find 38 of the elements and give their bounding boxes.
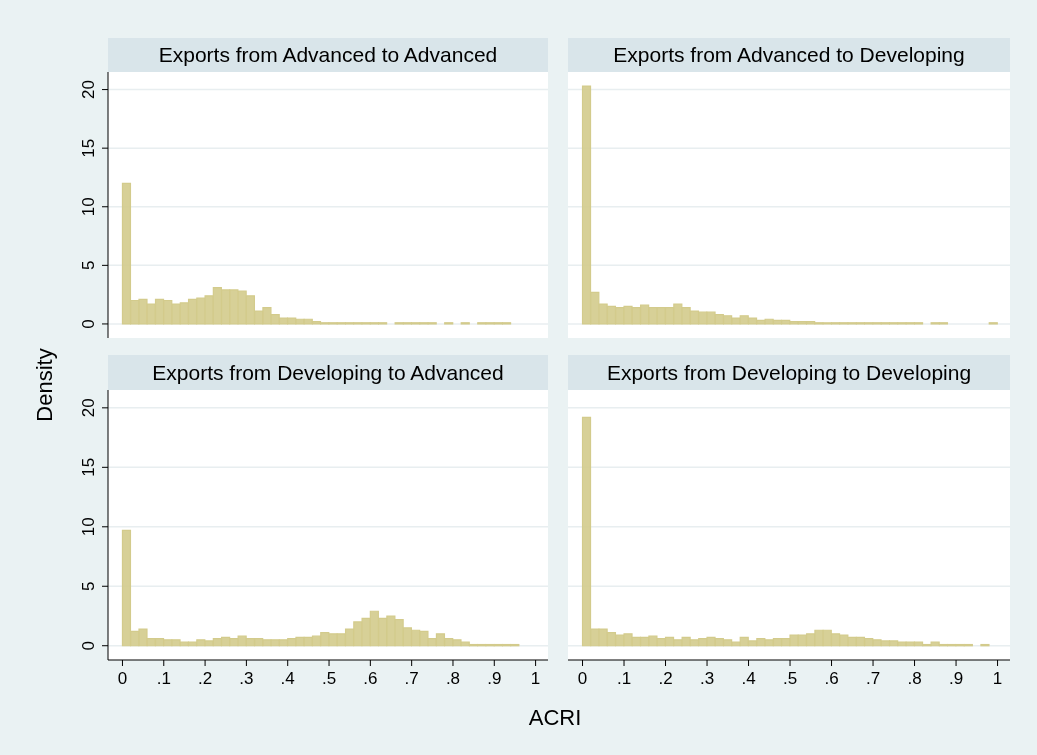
x-tick-label: .7 [865, 669, 881, 688]
x-tick-label: .8 [907, 669, 922, 688]
y-tick-label: 20 [79, 80, 98, 100]
x-tick-label: 0 [577, 669, 588, 688]
x-tick-label: .4 [280, 669, 295, 688]
x-tick-label: .9 [487, 669, 502, 688]
x-tick-label: .6 [824, 669, 839, 688]
x-tick-label: 0 [117, 669, 128, 688]
x-tick-label: 1 [530, 669, 541, 688]
y-tick-label: 10 [79, 197, 98, 217]
x-tick-label: .3 [699, 669, 715, 688]
chart-title: Exports from Developing to Developing [568, 355, 1010, 390]
y-tick-label: 0 [79, 319, 98, 329]
y-axis-title: Density [32, 348, 58, 422]
y-tick-label: 5 [79, 581, 98, 591]
y-tick-label: 5 [79, 260, 98, 271]
x-tick-label: .2 [658, 669, 673, 688]
x-tick-label: .8 [445, 669, 461, 688]
x-axis-title: ACRI [528, 705, 582, 731]
x-tick-label: .1 [616, 669, 632, 688]
x-tick-label: .1 [156, 669, 171, 688]
x-tick-label: .4 [741, 669, 756, 688]
x-tick-label: .5 [782, 669, 798, 688]
x-tick-label: .5 [321, 669, 337, 688]
y-tick-label: 15 [79, 138, 98, 158]
y-tick-label: 0 [79, 640, 98, 651]
chart-title: Exports from Advanced to Advanced [108, 38, 548, 72]
x-tick-label: .2 [198, 669, 213, 688]
x-tick-label: 1 [992, 669, 1003, 688]
chart-title: Exports from Developing to Advanced [108, 355, 548, 390]
x-tick-label: .9 [948, 669, 964, 688]
x-tick-label: .6 [363, 669, 378, 688]
x-tick-label: .7 [404, 669, 419, 688]
x-tick-label: .3 [239, 669, 254, 688]
y-tick-label: 10 [79, 517, 98, 537]
y-tick-label: 20 [79, 398, 98, 418]
chart-title: Exports from Advanced to Developing [568, 38, 1010, 72]
y-tick-label: 15 [79, 457, 98, 477]
